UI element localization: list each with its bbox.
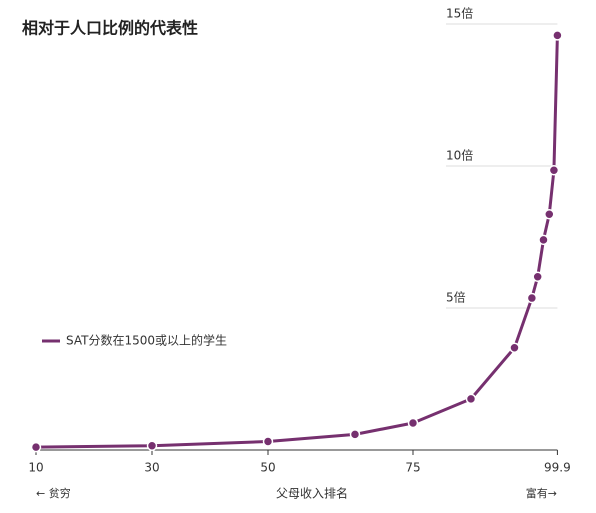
data-point: [538, 234, 549, 246]
x-axis-label: 父母收入排名: [276, 486, 348, 501]
y-tick-label: 15倍: [446, 6, 473, 21]
data-point: [262, 436, 274, 447]
y-tick-label: 5倍: [446, 290, 466, 305]
x-tick-label: 30: [144, 461, 159, 475]
x-annotation: ← 贫穷: [36, 486, 71, 500]
data-point: [349, 429, 361, 440]
data-point: [146, 440, 158, 451]
data-point: [532, 271, 543, 283]
x-tick-label: 99.9: [544, 461, 571, 475]
data-point: [509, 342, 520, 354]
data-point: [548, 165, 560, 176]
data-point: [30, 441, 42, 453]
data-point: [407, 417, 419, 429]
x-tick-label: 50: [260, 461, 275, 475]
y-tick-label: 10倍: [446, 148, 473, 163]
x-tick-label: 75: [405, 461, 420, 475]
legend-label: SAT分数在1500或以上的学生: [66, 333, 227, 348]
data-point: [465, 393, 477, 405]
x-annotation: 富有→: [526, 486, 557, 500]
x-tick-label: 10: [28, 461, 43, 475]
data-point: [544, 209, 555, 220]
series-line: [35, 35, 559, 449]
chart-title: 相对于人口比例的代表性: [22, 19, 198, 38]
data-point: [552, 30, 563, 41]
data-point: [526, 292, 538, 304]
